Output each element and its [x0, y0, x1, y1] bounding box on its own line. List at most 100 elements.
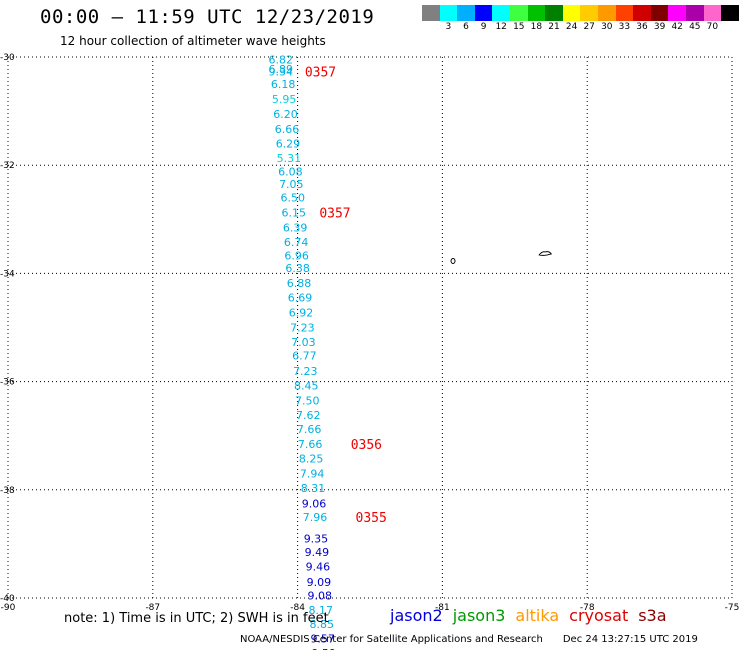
swh-value: 5.95 — [272, 93, 297, 106]
swh-value: 9.59 — [311, 647, 336, 650]
swh-value: 6.82 — [268, 54, 293, 67]
legend-entry-s3a: s3a — [638, 606, 667, 625]
map-grid — [7, 56, 733, 599]
swh-value: 8.17 — [309, 604, 334, 617]
color-swatch — [650, 5, 669, 21]
color-swatch — [721, 5, 739, 21]
legend-entry-jason3: jason3 — [452, 606, 506, 625]
color-scale-label: 21 — [548, 22, 560, 32]
pass-time-label: 0356 — [351, 438, 382, 453]
color-swatch — [422, 5, 440, 21]
swh-observations: 6.826.899.346.18 5.95 6.20 6.66 6.295.316.08… — [268, 54, 336, 650]
color-scale-label: 12 — [495, 22, 507, 32]
lon-tick-label: -87 — [145, 603, 160, 613]
lon-tick-label: -81 — [435, 603, 450, 613]
color-swatch — [597, 5, 616, 21]
color-swatch — [474, 5, 493, 21]
swh-value: 7.62 — [296, 409, 321, 422]
islands — [450, 251, 553, 264]
pass-time-label: 0357 — [319, 206, 350, 221]
color-swatch — [685, 5, 704, 21]
swh-value: 6.92 — [289, 306, 314, 319]
color-swatch — [703, 5, 722, 21]
swh-value: 6.66 — [275, 123, 300, 136]
color-scale-label: 45 — [689, 22, 701, 32]
swh-value: 5.31 — [277, 152, 302, 165]
map-tick-labels: -90 -87 -84 -81 -78 -75 -30 -32 -34 -36 -38 -40 — [0, 53, 739, 613]
legend-entry-altika: altika — [515, 606, 560, 625]
color-scale-label: 39 — [653, 22, 666, 32]
swh-value: 8.45 — [294, 379, 319, 392]
lat-tick-label: -32 — [0, 161, 15, 171]
swh-value: 6.15 — [281, 206, 306, 219]
color-scale-label: 42 — [671, 22, 683, 32]
swh-value: 9.08 — [308, 589, 333, 602]
color-swatch — [527, 5, 546, 21]
footer: NOAA/NESDIS Center for Satellite Applica… — [240, 634, 698, 645]
swh-value: 9.57 — [310, 633, 335, 646]
footer-org: NOAA/NESDIS Center for Satellite Applica… — [240, 634, 543, 645]
swh-value: 7.05 — [279, 178, 304, 191]
swh-value: 9.09 — [307, 576, 332, 589]
color-scale-label: 27 — [583, 22, 595, 32]
color-scale-label: 9 — [480, 22, 487, 32]
color-swatch — [615, 5, 634, 21]
swh-value: 6.69 — [288, 292, 313, 305]
color-scale-label: 24 — [565, 22, 578, 32]
swh-value: 6.29 — [276, 138, 301, 151]
lon-tick-label: -78 — [580, 603, 595, 613]
lat-tick-label: -34 — [0, 269, 15, 279]
swh-value: 7.03 — [291, 336, 316, 349]
color-scale-label: 30 — [601, 22, 613, 32]
color-scale-bar — [422, 5, 739, 21]
swh-value: 6.38 — [285, 262, 310, 275]
lat-tick-label: -38 — [0, 486, 15, 496]
swh-value: 7.23 — [290, 322, 315, 335]
swh-value: 6.96 — [284, 250, 309, 263]
pass-time-label: 0357 — [305, 66, 336, 81]
swh-value: 6.88 — [287, 277, 312, 290]
swh-value: 6.89 — [268, 63, 293, 76]
color-scale-label: 6 — [463, 22, 469, 32]
pass-time-labels: 03570357035603550355 — [305, 66, 387, 526]
swh-value: 7.66 — [298, 438, 323, 451]
swh-value: 7.23 — [293, 365, 318, 378]
island-outline — [538, 251, 553, 256]
color-swatch — [439, 5, 458, 21]
color-swatch — [580, 5, 598, 21]
swh-value: 6.74 — [284, 236, 309, 249]
footer-timestamp: Dec 24 13:27:15 UTC 2019 — [562, 634, 698, 645]
swh-value: 8.85 — [309, 618, 334, 631]
lon-tick-label: -90 — [1, 603, 16, 613]
lon-tick-label: -84 — [290, 603, 305, 613]
color-swatch — [668, 5, 686, 21]
swh-value: 7.94 — [300, 468, 325, 481]
lon-tick-label: -75 — [725, 603, 740, 613]
swh-value: 7.96 — [303, 511, 328, 524]
swh-value: 6.39 — [283, 221, 308, 234]
island-outline — [450, 257, 456, 264]
color-scale-label: 15 — [513, 22, 525, 32]
color-scale-label: 70 — [706, 22, 719, 32]
swh-value: 6.20 — [273, 108, 298, 121]
lat-tick-label: -30 — [0, 53, 15, 63]
swh-value: 7.66 — [297, 423, 322, 436]
swh-value: 6.08 — [278, 166, 303, 179]
color-scale-label: 3 — [445, 22, 452, 32]
pass-time-label: 0355 — [356, 511, 387, 526]
swh-value: 8.25 — [299, 452, 324, 465]
legend-entry-jason2: jason2 — [390, 606, 443, 625]
color-swatch — [457, 5, 475, 21]
satellite-legend: jason2 jason3 altika cryosat s3a — [390, 606, 677, 625]
swh-value: 8.31 — [301, 482, 326, 495]
swh-value: 7.50 — [295, 395, 320, 408]
swh-value: 6.50 — [281, 192, 306, 205]
color-scale-label: 36 — [636, 22, 648, 32]
color-swatch — [492, 5, 510, 21]
lat-tick-label: -36 — [0, 378, 15, 388]
lat-tick-label: -40 — [0, 594, 15, 604]
swh-value: 9.35 — [304, 532, 329, 545]
note-text: note: 1) Time is in UTC; 2) SWH is in fe… — [64, 611, 329, 626]
swh-value: 9.34 — [268, 66, 293, 79]
